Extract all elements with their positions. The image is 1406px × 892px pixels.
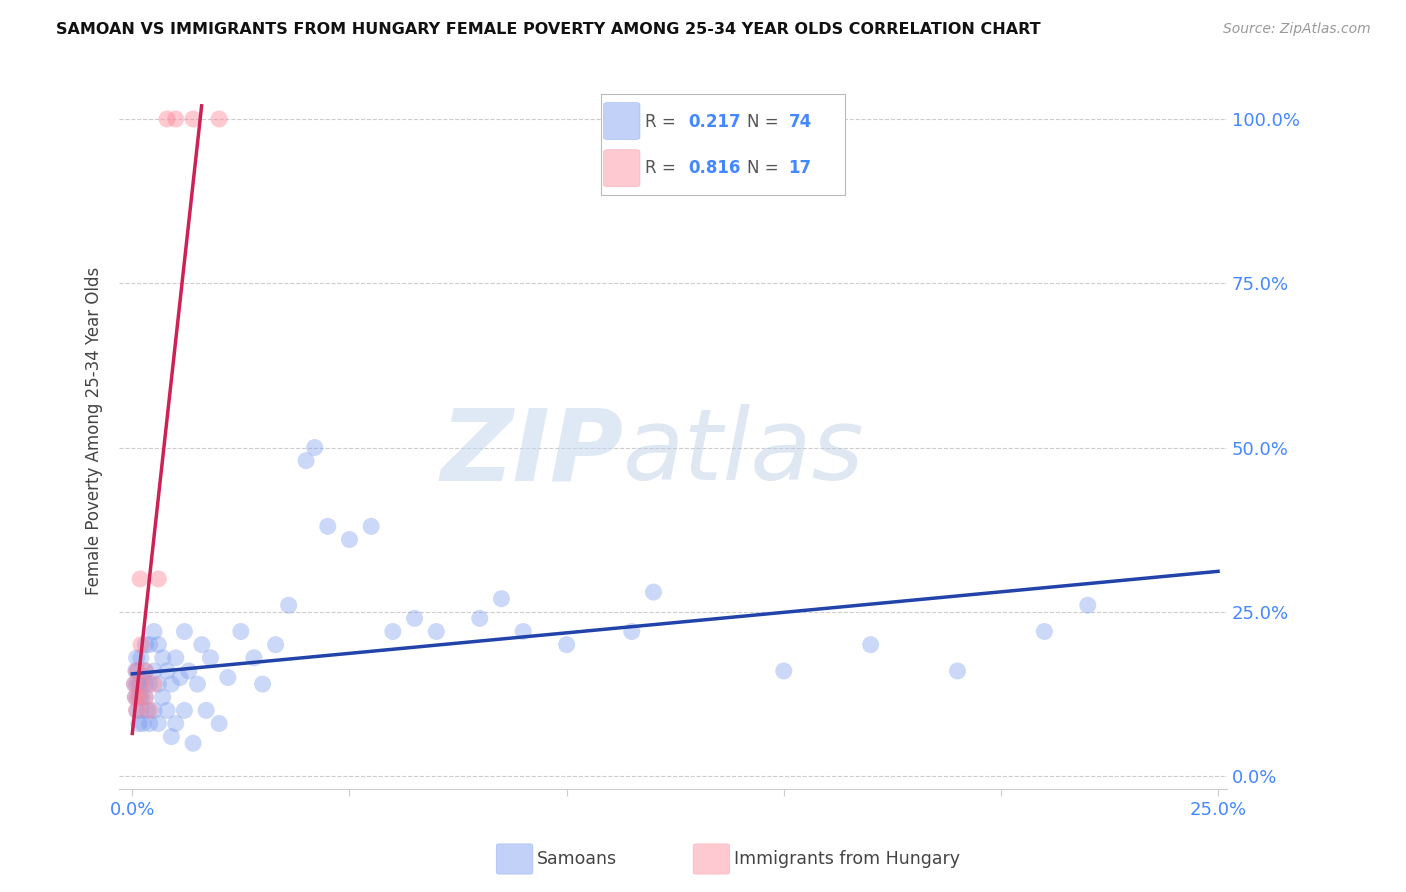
Point <box>165 112 187 126</box>
Point <box>148 638 170 652</box>
Point <box>131 690 153 705</box>
Point <box>127 690 149 705</box>
Text: Source: ZipAtlas.com: Source: ZipAtlas.com <box>1223 22 1371 37</box>
Point <box>339 533 361 547</box>
Point <box>129 650 152 665</box>
Point <box>859 638 882 652</box>
Point <box>129 703 152 717</box>
Point <box>143 664 166 678</box>
Point <box>620 624 643 639</box>
Point <box>129 572 152 586</box>
Point <box>229 624 252 639</box>
Point <box>125 703 148 717</box>
Point <box>127 664 149 678</box>
Point <box>138 677 160 691</box>
Point <box>181 736 204 750</box>
Point <box>128 677 150 691</box>
Point <box>138 716 160 731</box>
Text: ZIP: ZIP <box>440 404 623 501</box>
Point <box>134 690 156 705</box>
Point <box>152 690 174 705</box>
Point <box>134 664 156 678</box>
Point <box>186 677 208 691</box>
Point <box>165 716 187 731</box>
Point <box>173 703 195 717</box>
Text: Samoans: Samoans <box>537 850 617 868</box>
Point <box>134 690 156 705</box>
Point <box>425 624 447 639</box>
Point <box>148 716 170 731</box>
Point <box>138 638 160 652</box>
Point <box>1033 624 1056 639</box>
Point <box>1077 599 1099 613</box>
Point <box>177 664 200 678</box>
Point <box>143 703 166 717</box>
Point <box>129 677 152 691</box>
Point <box>200 650 222 665</box>
Point <box>125 703 148 717</box>
Point <box>316 519 339 533</box>
Point <box>124 677 146 691</box>
Point <box>468 611 491 625</box>
Point <box>643 585 665 599</box>
Point <box>124 690 146 705</box>
Point <box>156 112 179 126</box>
Point <box>136 703 159 717</box>
Point <box>143 624 166 639</box>
Point <box>125 664 148 678</box>
Point <box>208 716 231 731</box>
Point <box>124 690 146 705</box>
Point <box>129 638 152 652</box>
Point <box>138 703 160 717</box>
Point <box>381 624 404 639</box>
Point <box>404 611 426 625</box>
Point <box>169 671 191 685</box>
Point <box>156 664 179 678</box>
Point <box>360 519 382 533</box>
Point <box>129 690 152 705</box>
Point <box>148 677 170 691</box>
Point <box>134 664 156 678</box>
Text: SAMOAN VS IMMIGRANTS FROM HUNGARY FEMALE POVERTY AMONG 25-34 YEAR OLDS CORRELATI: SAMOAN VS IMMIGRANTS FROM HUNGARY FEMALE… <box>56 22 1040 37</box>
Point <box>160 677 183 691</box>
Point <box>125 677 148 691</box>
Point <box>129 677 152 691</box>
Point <box>132 716 155 731</box>
Point <box>124 677 146 691</box>
Point <box>264 638 287 652</box>
Point <box>304 441 326 455</box>
Y-axis label: Female Poverty Among 25-34 Year Olds: Female Poverty Among 25-34 Year Olds <box>86 267 103 595</box>
Point <box>217 671 239 685</box>
Point <box>512 624 534 639</box>
Point <box>491 591 513 606</box>
Text: Immigrants from Hungary: Immigrants from Hungary <box>734 850 960 868</box>
Point <box>132 671 155 685</box>
Point <box>173 624 195 639</box>
Point <box>165 650 187 665</box>
Point <box>134 638 156 652</box>
Point <box>156 703 179 717</box>
Point <box>148 572 170 586</box>
Point <box>772 664 794 678</box>
Point <box>143 677 166 691</box>
Point <box>134 677 156 691</box>
Point <box>243 650 266 665</box>
Point <box>208 112 231 126</box>
Point <box>152 650 174 665</box>
Point <box>252 677 274 691</box>
Point <box>295 453 318 467</box>
Point <box>160 730 183 744</box>
Point <box>128 716 150 731</box>
Text: atlas: atlas <box>623 404 865 501</box>
Point <box>946 664 969 678</box>
Point <box>195 703 218 717</box>
Point <box>125 650 148 665</box>
Point <box>191 638 214 652</box>
Point <box>277 599 299 613</box>
Point <box>181 112 204 126</box>
Point <box>128 690 150 705</box>
Point <box>555 638 578 652</box>
Point <box>125 664 148 678</box>
